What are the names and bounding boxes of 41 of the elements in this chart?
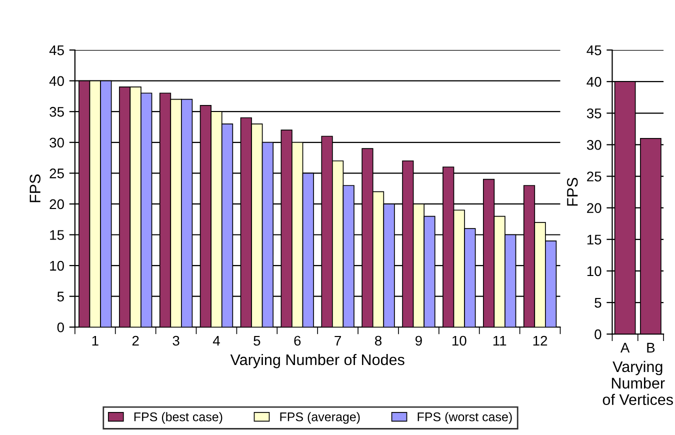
y-tick-label: 15 <box>587 234 602 245</box>
legend-label: FPS (average) <box>280 412 360 424</box>
y-tick-label: 15 <box>50 230 64 240</box>
x-tick-label: 7 <box>334 336 341 346</box>
legend-label: FPS (worst case) <box>418 412 512 424</box>
y-tick-label: 20 <box>50 199 64 210</box>
y-tick-label: 35 <box>586 108 602 118</box>
x-tick-label: 3 <box>172 336 180 346</box>
y-tick-label: 40 <box>49 76 64 86</box>
y-tick-label: 45 <box>49 46 64 56</box>
y-tick-label: 35 <box>50 106 64 117</box>
y-axis-title: FPS <box>30 174 40 202</box>
x-tick-label: 11 <box>493 336 506 346</box>
x-tick-label: 1 <box>92 336 98 346</box>
y-tick-label: 30 <box>586 140 602 150</box>
y-tick-label: 5 <box>57 292 64 302</box>
x-tick-label: 10 <box>452 336 466 346</box>
x-axis-title: Varying Number of Nodes <box>230 354 404 368</box>
y-tick-label: 30 <box>50 138 64 148</box>
x-axis-title: Varying Number of Vertices <box>602 360 673 406</box>
y-tick-label: 10 <box>50 260 64 271</box>
x-tick-label: 9 <box>415 336 422 346</box>
x-tick-label: 8 <box>374 336 382 346</box>
x-tick-label: 2 <box>132 336 139 346</box>
x-tick-label: 12 <box>533 336 548 346</box>
y-tick-label: 0 <box>57 322 64 332</box>
y-tick-label: 40 <box>586 76 602 87</box>
y-tick-label: 20 <box>587 203 602 214</box>
y-tick-label: 0 <box>594 329 602 340</box>
y-tick-label: 10 <box>587 266 602 276</box>
y-tick-label: 25 <box>587 172 602 182</box>
x-tick-label: 5 <box>254 336 260 346</box>
y-tick-label: 5 <box>594 298 602 308</box>
y-tick-label: 45 <box>586 46 602 56</box>
legend-label: FPS (best case) <box>134 412 222 424</box>
y-axis-title: FPS <box>566 178 578 206</box>
x-tick-label: 6 <box>294 336 301 346</box>
x-tick-label: B <box>647 342 655 352</box>
y-tick-label: 25 <box>50 168 64 178</box>
x-tick-label: A <box>620 342 630 352</box>
x-tick-label: 4 <box>212 336 220 346</box>
